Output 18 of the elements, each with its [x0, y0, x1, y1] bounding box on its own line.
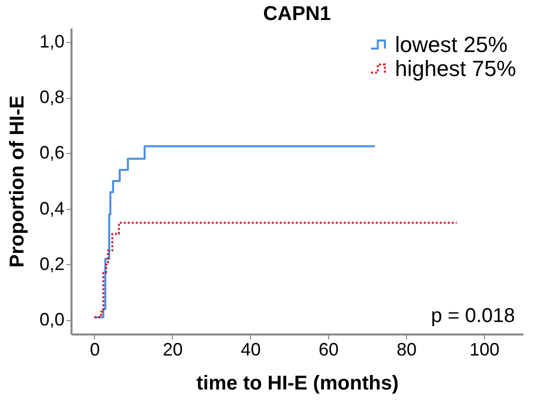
x-tick-label: 40	[240, 340, 261, 360]
y-axis-title: Proportion of HI-E	[6, 95, 28, 268]
y-tick-label: 0,0	[39, 310, 64, 330]
y-tick-label: 0,6	[39, 142, 64, 163]
legend-label: highest 75%	[395, 56, 516, 81]
y-tick-label: 1,0	[39, 31, 64, 52]
x-tick-label: 60	[318, 340, 339, 360]
y-tick-label: 0,8	[39, 87, 64, 108]
x-tick-label: 80	[396, 340, 417, 360]
annotation: p = 0.018	[431, 305, 515, 327]
x-axis-title: time to HI-E (months)	[196, 372, 399, 394]
x-tick-label: 20	[162, 340, 183, 360]
x-tick-label: 100	[470, 340, 500, 360]
legend-label: lowest 25%	[395, 32, 508, 57]
x-tick-label: 0	[90, 340, 100, 360]
y-tick-label: 0,2	[39, 254, 64, 274]
chart-title: CAPN1	[263, 3, 331, 25]
y-tick-label: 0,4	[39, 198, 64, 218]
